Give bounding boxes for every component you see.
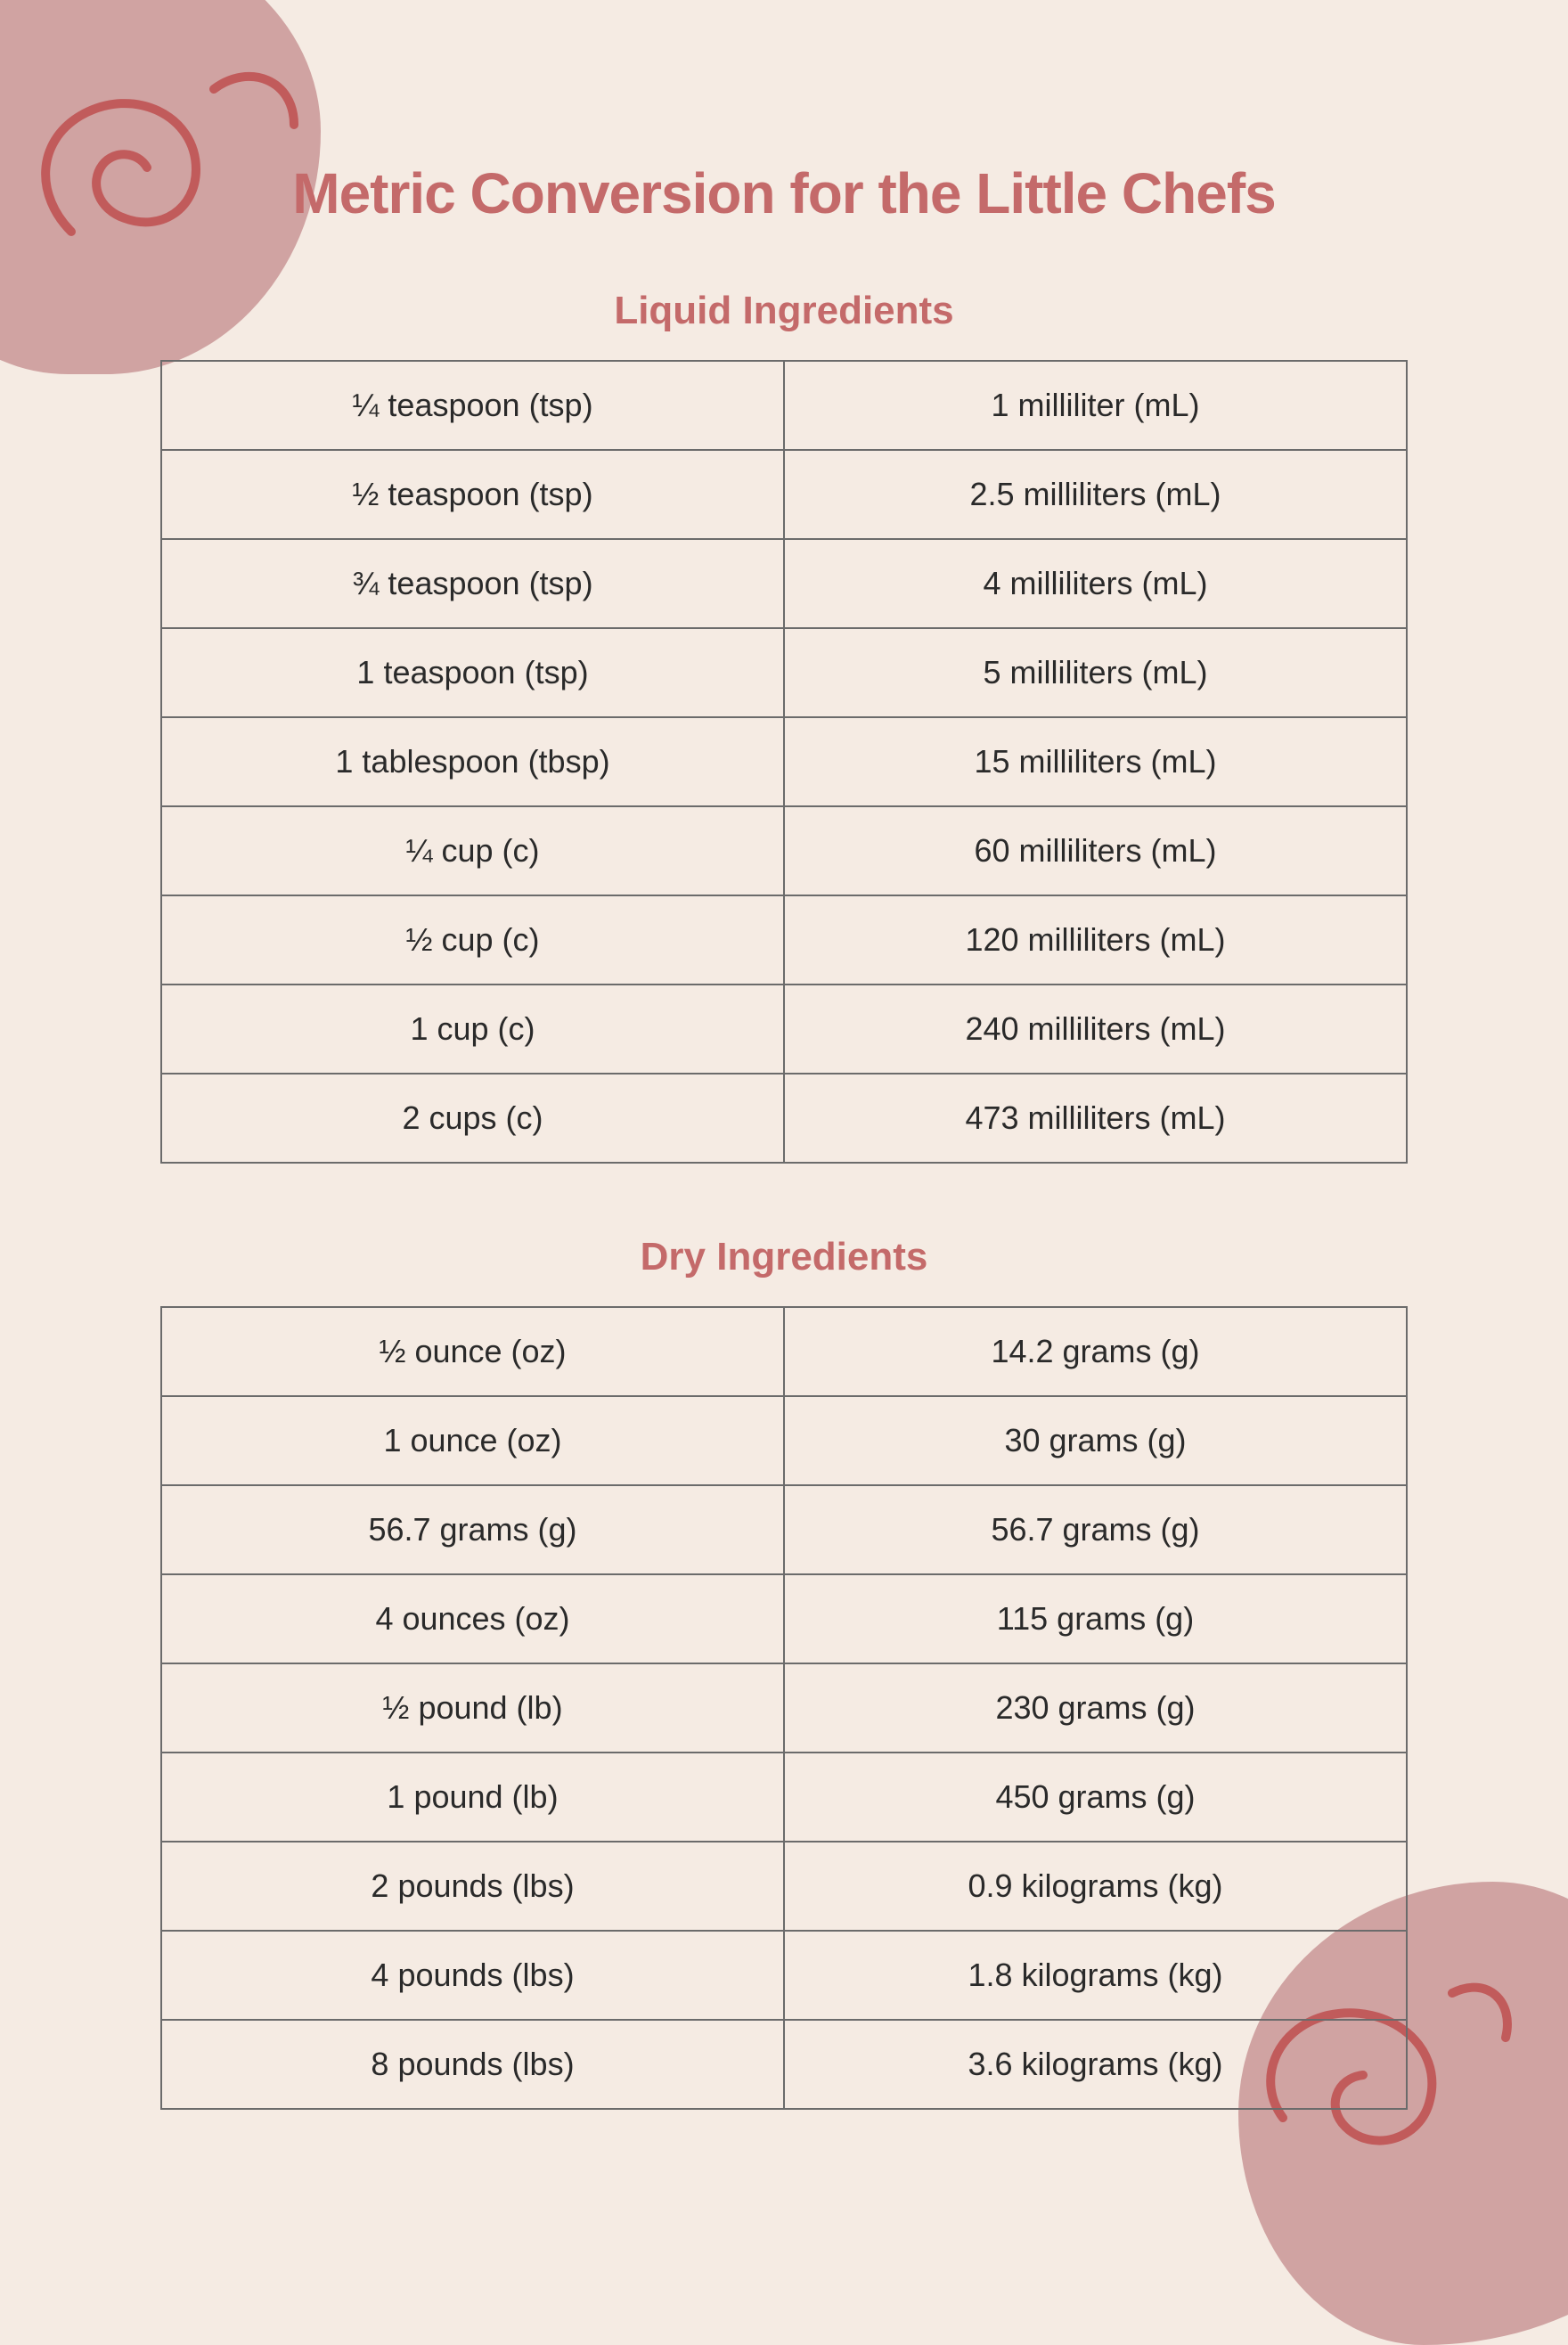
- table-row: 2 cups (c)473 milliliters (mL): [161, 1074, 1407, 1163]
- content-container: Metric Conversion for the Little Chefs L…: [0, 0, 1568, 2181]
- cell-imperial: 4 pounds (lbs): [161, 1931, 784, 2020]
- cell-metric: 0.9 kilograms (kg): [784, 1842, 1407, 1931]
- table-row: 56.7 grams (g)56.7 grams (g): [161, 1485, 1407, 1574]
- cell-metric: 2.5 milliliters (mL): [784, 450, 1407, 539]
- table-row: ½ pound (lb)230 grams (g): [161, 1663, 1407, 1753]
- cell-imperial: ½ teaspoon (tsp): [161, 450, 784, 539]
- cell-metric: 450 grams (g): [784, 1753, 1407, 1842]
- cell-imperial: ½ pound (lb): [161, 1663, 784, 1753]
- cell-imperial: 2 cups (c): [161, 1074, 784, 1163]
- cell-metric: 4 milliliters (mL): [784, 539, 1407, 628]
- table-row: 4 pounds (lbs)1.8 kilograms (kg): [161, 1931, 1407, 2020]
- table-row: ¾ teaspoon (tsp)4 milliliters (mL): [161, 539, 1407, 628]
- table-row: 8 pounds (lbs)3.6 kilograms (kg): [161, 2020, 1407, 2109]
- cell-metric: 1.8 kilograms (kg): [784, 1931, 1407, 2020]
- cell-imperial: 56.7 grams (g): [161, 1485, 784, 1574]
- cell-metric: 115 grams (g): [784, 1574, 1407, 1663]
- table-row: ¼ teaspoon (tsp)1 milliliter (mL): [161, 361, 1407, 450]
- cell-imperial: 1 tablespoon (tbsp): [161, 717, 784, 806]
- table-row: ½ teaspoon (tsp)2.5 milliliters (mL): [161, 450, 1407, 539]
- cell-metric: 30 grams (g): [784, 1396, 1407, 1485]
- table-row: 1 pound (lb)450 grams (g): [161, 1753, 1407, 1842]
- cell-metric: 14.2 grams (g): [784, 1307, 1407, 1396]
- page-title: Metric Conversion for the Little Chefs: [292, 160, 1275, 226]
- cell-metric: 3.6 kilograms (kg): [784, 2020, 1407, 2109]
- table-row: 4 ounces (oz)115 grams (g): [161, 1574, 1407, 1663]
- table-row: ½ ounce (oz)14.2 grams (g): [161, 1307, 1407, 1396]
- cell-imperial: 4 ounces (oz): [161, 1574, 784, 1663]
- cell-imperial: 8 pounds (lbs): [161, 2020, 784, 2109]
- cell-imperial: ¼ cup (c): [161, 806, 784, 895]
- dry-ingredients-table: ½ ounce (oz)14.2 grams (g) 1 ounce (oz)3…: [160, 1306, 1408, 2110]
- liquid-ingredients-table: ¼ teaspoon (tsp)1 milliliter (mL) ½ teas…: [160, 360, 1408, 1164]
- table-row: 2 pounds (lbs)0.9 kilograms (kg): [161, 1842, 1407, 1931]
- table-row: 1 cup (c)240 milliliters (mL): [161, 985, 1407, 1074]
- cell-metric: 120 milliliters (mL): [784, 895, 1407, 985]
- cell-metric: 15 milliliters (mL): [784, 717, 1407, 806]
- table-row: ¼ cup (c)60 milliliters (mL): [161, 806, 1407, 895]
- cell-imperial: 1 cup (c): [161, 985, 784, 1074]
- table-row: 1 tablespoon (tbsp)15 milliliters (mL): [161, 717, 1407, 806]
- cell-imperial: 1 pound (lb): [161, 1753, 784, 1842]
- table-row: ½ cup (c)120 milliliters (mL): [161, 895, 1407, 985]
- cell-imperial: ½ ounce (oz): [161, 1307, 784, 1396]
- cell-metric: 473 milliliters (mL): [784, 1074, 1407, 1163]
- cell-metric: 1 milliliter (mL): [784, 361, 1407, 450]
- section-title-dry: Dry Ingredients: [641, 1235, 928, 1279]
- cell-imperial: ¼ teaspoon (tsp): [161, 361, 784, 450]
- cell-metric: 5 milliliters (mL): [784, 628, 1407, 717]
- cell-imperial: 2 pounds (lbs): [161, 1842, 784, 1931]
- section-title-liquid: Liquid Ingredients: [614, 289, 953, 333]
- cell-imperial: ½ cup (c): [161, 895, 784, 985]
- cell-imperial: 1 ounce (oz): [161, 1396, 784, 1485]
- cell-metric: 56.7 grams (g): [784, 1485, 1407, 1574]
- cell-metric: 60 milliliters (mL): [784, 806, 1407, 895]
- cell-metric: 240 milliliters (mL): [784, 985, 1407, 1074]
- table-row: 1 teaspoon (tsp)5 milliliters (mL): [161, 628, 1407, 717]
- cell-imperial: ¾ teaspoon (tsp): [161, 539, 784, 628]
- table-row: 1 ounce (oz)30 grams (g): [161, 1396, 1407, 1485]
- cell-metric: 230 grams (g): [784, 1663, 1407, 1753]
- cell-imperial: 1 teaspoon (tsp): [161, 628, 784, 717]
